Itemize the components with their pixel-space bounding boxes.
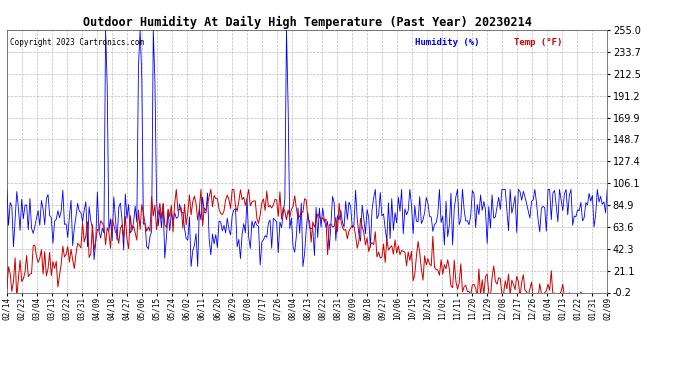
Text: Copyright 2023 Cartronics.com: Copyright 2023 Cartronics.com xyxy=(10,38,144,47)
Text: Humidity (%): Humidity (%) xyxy=(415,38,480,47)
Text: Temp (°F): Temp (°F) xyxy=(514,38,562,47)
Title: Outdoor Humidity At Daily High Temperature (Past Year) 20230214: Outdoor Humidity At Daily High Temperatu… xyxy=(83,16,531,29)
